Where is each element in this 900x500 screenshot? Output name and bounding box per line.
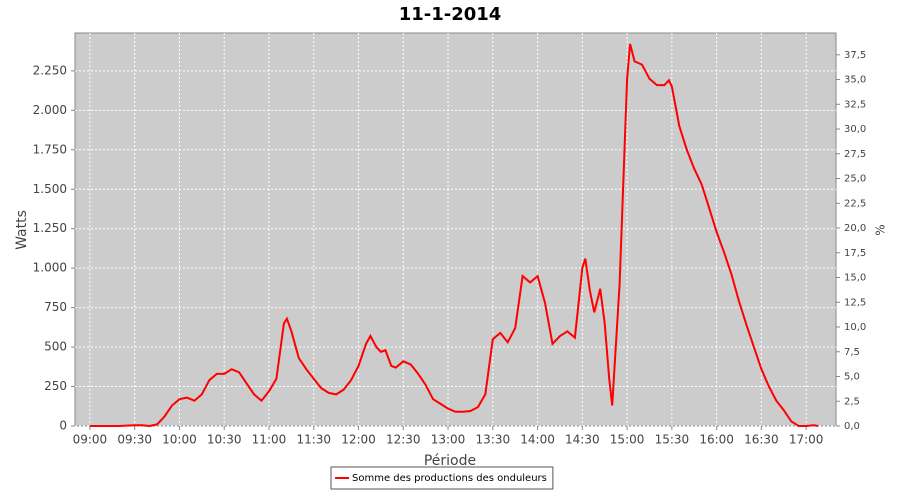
x-tick-label: 10:00 [162,433,197,447]
x-tick-label: 13:00 [431,433,466,447]
y2-tick-label: 7,5 [844,347,860,358]
y2-tick-label: 17,5 [844,248,866,259]
y-tick-label: 0 [59,419,67,433]
y2-tick-label: 35,0 [844,75,866,86]
x-tick-label: 09:30 [117,433,152,447]
x-tick-label: 09:00 [73,433,108,447]
x-axis-title: Période [424,453,476,469]
y-tick-label: 1.750 [33,142,67,156]
y2-tick-label: 32,5 [844,99,866,110]
y-tick-label: 750 [44,300,67,314]
y-tick-label: 1.000 [33,261,67,275]
legend-box [330,466,554,490]
y-tick-label: 1.250 [33,221,67,235]
y2-tick-label: 20,0 [844,223,866,234]
x-tick-label: 10:30 [207,433,242,447]
y-tick-label: 2.250 [33,63,67,77]
x-tick-label: 13:30 [476,433,511,447]
y-tick-label: 500 [44,340,67,354]
x-tick-label: 11:00 [252,433,287,447]
y2-tick-label: 30,0 [844,124,866,135]
x-tick-label: 17:00 [789,433,824,447]
y2-tick-label: 37,5 [844,50,866,61]
y2-tick-label: 25,0 [844,174,866,185]
chart-title: 11-1-2014 [399,4,502,25]
series-line [89,43,819,428]
y2-tick-label: 5,0 [844,372,860,383]
x-tick-label: 11:30 [296,433,331,447]
y2-tick-label: 15,0 [844,273,866,284]
y-tick-label: 1.500 [33,182,67,196]
plot-area [74,32,837,427]
y2-tick-label: 2,5 [844,396,860,407]
x-tick-label: 15:30 [655,433,690,447]
x-tick-label: 12:00 [341,433,376,447]
y2-tick-label: 12,5 [844,297,866,308]
legend-label: Somme des productions des onduleurs [352,473,547,484]
y2-tick-label: 27,5 [844,149,866,160]
x-tick-label: 14:30 [565,433,600,447]
y2-axis-title: % [874,224,888,235]
y2-tick-label: 0,0 [844,421,860,432]
x-tick-label: 16:00 [699,433,734,447]
y2-tick-label: 22,5 [844,198,866,209]
x-tick-label: 14:00 [520,433,555,447]
y-tick-label: 250 [44,379,67,393]
y2-tick-label: 10,0 [844,322,866,333]
y-tick-label: 2.000 [33,103,67,117]
x-tick-label: 12:30 [386,433,421,447]
x-tick-label: 16:30 [744,433,779,447]
y-axis-title: Watts [14,210,30,250]
x-tick-label: 15:00 [610,433,645,447]
